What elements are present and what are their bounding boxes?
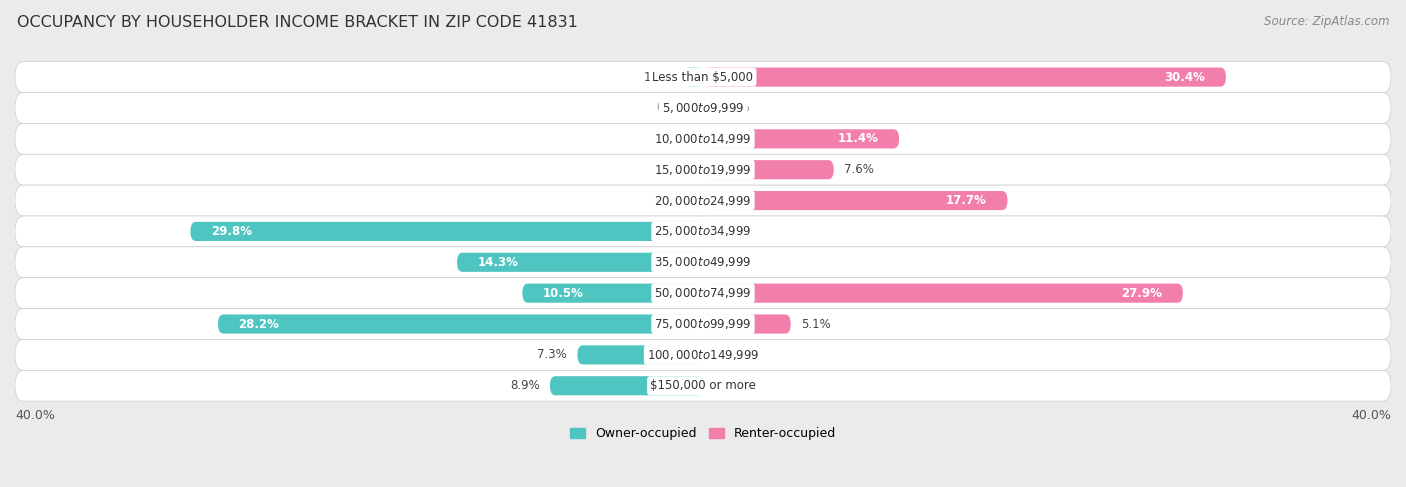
- Text: $100,000 to $149,999: $100,000 to $149,999: [647, 348, 759, 362]
- FancyBboxPatch shape: [457, 253, 703, 272]
- Text: 40.0%: 40.0%: [15, 409, 55, 422]
- Text: 1.1%: 1.1%: [644, 71, 673, 84]
- Text: 0.0%: 0.0%: [657, 132, 686, 145]
- Text: 0.0%: 0.0%: [657, 163, 686, 176]
- FancyBboxPatch shape: [578, 345, 703, 364]
- Text: $35,000 to $49,999: $35,000 to $49,999: [654, 255, 752, 269]
- Legend: Owner-occupied, Renter-occupied: Owner-occupied, Renter-occupied: [565, 422, 841, 445]
- FancyBboxPatch shape: [15, 93, 1391, 123]
- FancyBboxPatch shape: [218, 315, 703, 334]
- FancyBboxPatch shape: [15, 216, 1391, 247]
- Text: 0.0%: 0.0%: [657, 194, 686, 207]
- Text: 17.7%: 17.7%: [946, 194, 987, 207]
- Text: $20,000 to $24,999: $20,000 to $24,999: [654, 193, 752, 207]
- FancyBboxPatch shape: [703, 68, 1226, 87]
- FancyBboxPatch shape: [15, 62, 1391, 93]
- Text: 0.0%: 0.0%: [720, 101, 749, 114]
- FancyBboxPatch shape: [685, 68, 703, 87]
- FancyBboxPatch shape: [15, 185, 1391, 216]
- Text: 0.0%: 0.0%: [720, 256, 749, 269]
- Text: Source: ZipAtlas.com: Source: ZipAtlas.com: [1264, 15, 1389, 28]
- Text: $75,000 to $99,999: $75,000 to $99,999: [654, 317, 752, 331]
- Text: $15,000 to $19,999: $15,000 to $19,999: [654, 163, 752, 177]
- Text: 14.3%: 14.3%: [478, 256, 519, 269]
- Text: 7.6%: 7.6%: [844, 163, 875, 176]
- Text: 28.2%: 28.2%: [239, 318, 280, 331]
- FancyBboxPatch shape: [190, 222, 703, 241]
- Text: OCCUPANCY BY HOUSEHOLDER INCOME BRACKET IN ZIP CODE 41831: OCCUPANCY BY HOUSEHOLDER INCOME BRACKET …: [17, 15, 578, 30]
- FancyBboxPatch shape: [703, 129, 898, 149]
- FancyBboxPatch shape: [15, 123, 1391, 154]
- FancyBboxPatch shape: [550, 376, 703, 395]
- FancyBboxPatch shape: [15, 309, 1391, 339]
- FancyBboxPatch shape: [703, 283, 1182, 303]
- Text: 30.4%: 30.4%: [1164, 71, 1205, 84]
- Text: 27.9%: 27.9%: [1122, 287, 1163, 300]
- Text: 0.0%: 0.0%: [657, 101, 686, 114]
- Text: 0.0%: 0.0%: [720, 379, 749, 392]
- Text: Less than $5,000: Less than $5,000: [652, 71, 754, 84]
- Text: 5.1%: 5.1%: [801, 318, 831, 331]
- Text: $5,000 to $9,999: $5,000 to $9,999: [662, 101, 744, 115]
- FancyBboxPatch shape: [15, 370, 1391, 401]
- FancyBboxPatch shape: [703, 160, 834, 179]
- FancyBboxPatch shape: [15, 154, 1391, 185]
- Text: 0.0%: 0.0%: [720, 225, 749, 238]
- FancyBboxPatch shape: [15, 278, 1391, 309]
- Text: $10,000 to $14,999: $10,000 to $14,999: [654, 132, 752, 146]
- FancyBboxPatch shape: [703, 191, 1008, 210]
- Text: 7.3%: 7.3%: [537, 348, 567, 361]
- Text: 11.4%: 11.4%: [838, 132, 879, 145]
- Text: 29.8%: 29.8%: [211, 225, 252, 238]
- FancyBboxPatch shape: [523, 283, 703, 303]
- Text: 8.9%: 8.9%: [510, 379, 540, 392]
- Text: 0.0%: 0.0%: [720, 348, 749, 361]
- FancyBboxPatch shape: [15, 247, 1391, 278]
- Text: 40.0%: 40.0%: [1351, 409, 1391, 422]
- Text: $50,000 to $74,999: $50,000 to $74,999: [654, 286, 752, 300]
- Text: $150,000 or more: $150,000 or more: [650, 379, 756, 392]
- Text: $25,000 to $34,999: $25,000 to $34,999: [654, 225, 752, 239]
- FancyBboxPatch shape: [15, 339, 1391, 370]
- Text: 10.5%: 10.5%: [543, 287, 583, 300]
- FancyBboxPatch shape: [703, 315, 790, 334]
